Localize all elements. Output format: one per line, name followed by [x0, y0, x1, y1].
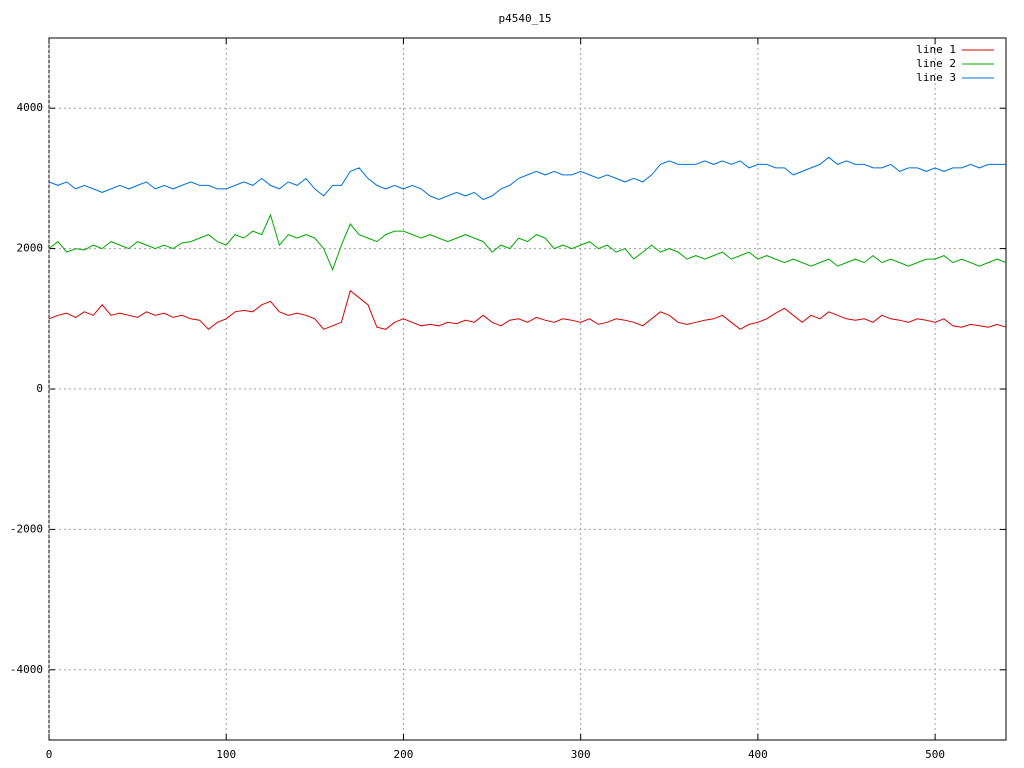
legend-label: line 3: [916, 71, 956, 84]
y-tick-label: -4000: [10, 663, 43, 676]
x-tick-label: 100: [216, 748, 236, 761]
x-tick-label: 0: [46, 748, 53, 761]
plot-frame: [48, 37, 1007, 741]
data-line: [48, 289, 1007, 330]
x-tick-label: 300: [571, 748, 591, 761]
x-tick-label: 400: [748, 748, 768, 761]
x-tick-label: 200: [394, 748, 414, 761]
x-tick-label: 500: [925, 748, 945, 761]
legend-label: line 1: [916, 43, 956, 56]
y-tick-label: -2000: [10, 522, 43, 535]
data-line: [48, 156, 1006, 201]
chart-title: p4540_15: [499, 12, 552, 25]
legend-label: line 2: [916, 57, 956, 70]
y-tick-label: 0: [36, 382, 43, 395]
data-line: [48, 213, 1007, 272]
y-tick-label: 2000: [17, 242, 44, 255]
y-tick-label: 4000: [17, 101, 44, 114]
